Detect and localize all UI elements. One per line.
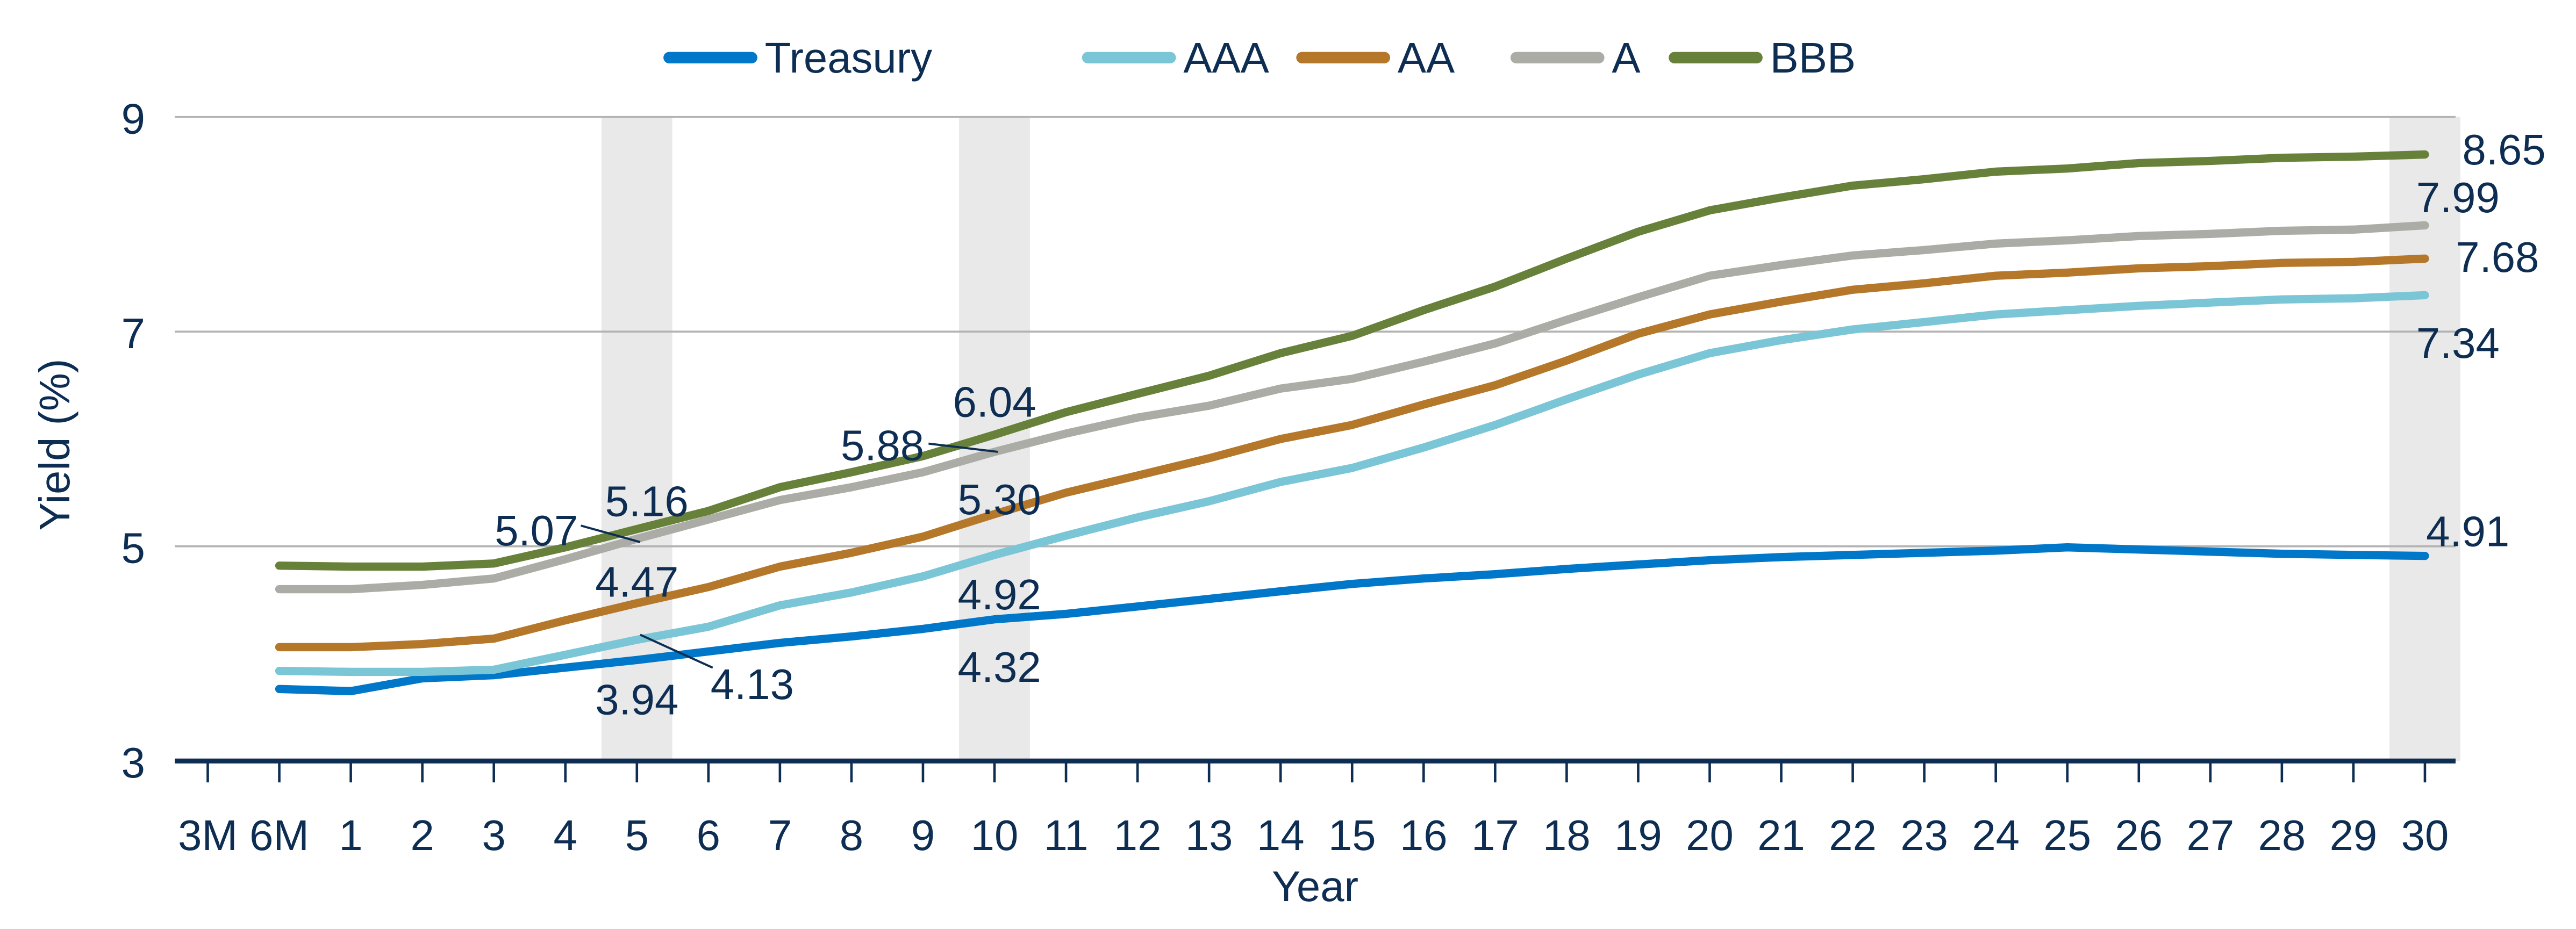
series-line-a (275, 221, 2429, 594)
x-axis: 3M 6M 1 2 3 4 5 6 7 8 9 10 11 12 13 14 15 16 17 18 19 20 21 22 2… (175, 758, 2456, 859)
x-tick-label: 9 (911, 811, 935, 859)
x-tick-label: 14 (1257, 811, 1305, 859)
leader-line (581, 524, 641, 543)
legend-label-treasury: Treasury (765, 34, 933, 82)
x-tick-label: 3M (178, 811, 238, 859)
x-tick-label: 25 (2043, 811, 2091, 859)
x-tick-label: 29 (2330, 811, 2378, 859)
x-tick-label: 1 (339, 811, 362, 859)
gridlines (175, 116, 2456, 548)
x-tick-label: 12 (1114, 811, 1162, 859)
leader-line (640, 633, 713, 669)
y-tick-label: 5 (121, 524, 145, 572)
legend-label-bbb: BBB (1770, 34, 1856, 82)
data-label: 4.92 (958, 571, 1041, 618)
x-tick-label: 11 (1044, 811, 1089, 859)
data-label: 7.68 (2456, 233, 2539, 281)
y-tick-label: 7 (121, 309, 145, 357)
x-tick-label: 4 (554, 811, 577, 859)
x-tick-label: 23 (1900, 811, 1948, 859)
x-tick-label: 6M (249, 811, 309, 859)
x-tick-label: 21 (1757, 811, 1805, 859)
x-tick-label: 10 (971, 811, 1019, 859)
x-tick-label: 2 (410, 811, 434, 859)
y-tick-label: 3 (121, 739, 145, 787)
x-tick-label: 26 (2115, 811, 2163, 859)
x-tick-label: 7 (768, 811, 792, 859)
data-label: 8.65 (2463, 126, 2546, 174)
y-axis-ticks: 3 5 7 9 (121, 95, 145, 787)
x-tick-label: 6 (697, 811, 720, 859)
x-tick-label: 13 (1185, 811, 1233, 859)
x-tick-label: 3 (482, 811, 506, 859)
series-line-bbb (275, 150, 2429, 571)
y-axis-title: Yield (%) (31, 359, 78, 531)
x-tick-label: 5 (625, 811, 649, 859)
data-label: 4.91 (2426, 507, 2509, 555)
data-label: 4.47 (595, 558, 678, 606)
x-tick-label: 18 (1543, 811, 1591, 859)
leader-line (928, 442, 998, 453)
x-tick-label: 28 (2258, 811, 2306, 859)
x-tick-label: 17 (1471, 811, 1519, 859)
x-tick-label: 8 (840, 811, 863, 859)
data-label: 7.99 (2416, 174, 2500, 221)
x-tick-label: 19 (1614, 811, 1662, 859)
x-tick-label: 22 (1829, 811, 1877, 859)
x-tick-label: 30 (2401, 811, 2449, 859)
data-label: 5.88 (841, 421, 924, 469)
data-label: 5.07 (495, 507, 578, 554)
data-labels: 3.94 4.13 4.47 5.07 5.16 4.32 4.92 5.30 5.88 6.04… (495, 126, 2545, 724)
data-label: 7.34 (2416, 319, 2500, 367)
data-label: 4.13 (711, 660, 794, 708)
series-line-aaa (275, 291, 2429, 676)
legend-label-a: A (1612, 34, 1640, 82)
legend: Treasury AAA AA A BBB (663, 34, 1856, 82)
data-label: 5.16 (605, 477, 689, 525)
legend-label-aaa: AAA (1183, 34, 1269, 82)
x-tick-label: 16 (1400, 811, 1448, 859)
series-line-aa (275, 254, 2429, 652)
x-axis-title: Year (1272, 862, 1358, 910)
x-tick-label: 27 (2186, 811, 2234, 859)
x-tick-label: 20 (1686, 811, 1734, 859)
data-label: 5.30 (958, 476, 1041, 523)
x-tick-label: 24 (1972, 811, 2020, 859)
series-line-treasury (275, 543, 2429, 695)
series-lines (275, 150, 2429, 695)
legend-label-aa: AA (1398, 34, 1455, 82)
x-tick-label: 15 (1328, 811, 1376, 859)
data-label: 3.94 (595, 676, 678, 724)
y-tick-label: 9 (121, 95, 145, 142)
data-label: 6.04 (953, 378, 1036, 426)
data-label: 4.32 (958, 643, 1041, 691)
